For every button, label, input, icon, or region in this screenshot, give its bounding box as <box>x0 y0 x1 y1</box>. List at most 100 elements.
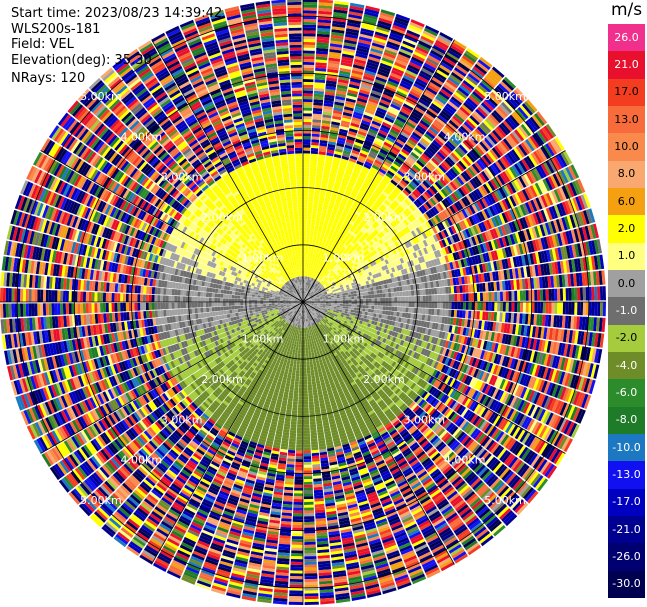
velocity-gate <box>317 28 331 32</box>
velocity-gate <box>303 99 313 103</box>
velocity-gate <box>303 293 305 297</box>
velocity-gate <box>380 96 392 104</box>
velocity-gate <box>568 287 572 301</box>
velocity-gate <box>313 234 317 238</box>
velocity-gate <box>459 310 463 318</box>
velocity-gate <box>420 302 424 308</box>
velocity-gate <box>348 306 352 310</box>
velocity-gate <box>554 288 558 301</box>
velocity-gate <box>548 302 552 314</box>
velocity-gate <box>303 13 317 17</box>
velocity-gate <box>394 306 398 312</box>
velocity-gate <box>309 173 316 177</box>
velocity-gate <box>361 25 375 31</box>
velocity-gate <box>326 228 331 233</box>
velocity-gate <box>318 226 323 231</box>
velocity-gate <box>342 306 346 309</box>
velocity-gate <box>341 56 354 62</box>
velocity-gate <box>445 286 449 294</box>
velocity-gate <box>361 288 366 293</box>
velocity-gate <box>308 277 311 281</box>
velocity-gate <box>317 206 323 210</box>
velocity-gate <box>328 220 334 225</box>
velocity-gate <box>377 70 389 78</box>
velocity-gate <box>451 294 455 302</box>
velocity-gate <box>379 306 383 310</box>
velocity-gate <box>379 14 394 22</box>
velocity-gate <box>303 44 316 48</box>
velocity-gate <box>494 291 498 301</box>
velocity-gate <box>352 287 357 291</box>
velocity-gate <box>373 309 377 314</box>
velocity-gate <box>344 144 353 150</box>
velocity-gate <box>308 245 312 249</box>
velocity-gate <box>534 302 538 313</box>
velocity-gate <box>378 17 393 25</box>
velocity-gate <box>338 131 348 137</box>
velocity-gate <box>379 99 391 106</box>
velocity-gate <box>311 248 314 252</box>
velocity-gate <box>320 137 329 141</box>
velocity-gate <box>456 310 460 318</box>
velocity-gate <box>344 310 348 314</box>
velocity-gate <box>304 264 307 268</box>
velocity-gate <box>318 203 324 207</box>
velocity-gate <box>348 14 363 20</box>
velocity-gate <box>371 120 382 127</box>
velocity-gate <box>350 75 362 81</box>
velocity-gate <box>303 1 318 5</box>
velocity-gate <box>465 302 469 310</box>
velocity-gate <box>408 302 412 308</box>
velocity-gate <box>336 305 340 308</box>
velocity-gate <box>419 308 423 314</box>
velocity-gate <box>340 299 343 302</box>
velocity-gate <box>365 64 378 71</box>
velocity-gate <box>565 288 569 301</box>
velocity-gate <box>303 161 310 165</box>
velocity-gate <box>347 163 355 169</box>
velocity-gate <box>320 260 324 264</box>
velocity-gate <box>303 213 308 217</box>
velocity-gate <box>366 103 377 110</box>
velocity-gate <box>324 243 329 247</box>
velocity-gate <box>319 256 323 261</box>
velocity-gate <box>340 123 350 128</box>
velocity-gate <box>358 128 368 134</box>
velocity-gate <box>311 278 314 282</box>
velocity-gate <box>545 289 549 301</box>
velocity-gate <box>368 308 372 313</box>
velocity-gate <box>345 139 355 145</box>
velocity-gate <box>304 293 306 297</box>
velocity-gate <box>303 227 307 231</box>
velocity-gate <box>410 19 425 28</box>
velocity-gate <box>385 85 397 93</box>
velocity-gate <box>303 47 315 51</box>
velocity-gate <box>322 175 330 179</box>
velocity-gate <box>305 294 307 297</box>
velocity-gate <box>310 228 315 232</box>
velocity-gate <box>355 138 364 145</box>
velocity-gate <box>307 213 312 217</box>
velocity-gate <box>540 302 544 314</box>
velocity-gate <box>374 302 378 306</box>
velocity-gate <box>303 76 314 80</box>
velocity-gate <box>332 23 346 28</box>
velocity-gate <box>316 47 329 52</box>
velocity-gate <box>305 276 307 280</box>
velocity-gate <box>305 291 307 294</box>
velocity-gate <box>400 302 403 307</box>
velocity-gate <box>394 61 407 70</box>
velocity-gate <box>437 302 441 309</box>
velocity-gate <box>359 33 373 40</box>
velocity-gate <box>390 287 394 293</box>
velocity-gate <box>311 266 315 270</box>
velocity-gate <box>335 198 342 204</box>
velocity-gate <box>312 125 321 129</box>
velocity-gate <box>502 291 506 301</box>
velocity-gate <box>369 50 383 57</box>
velocity-gate <box>442 294 446 302</box>
velocity-gate <box>368 98 379 105</box>
velocity-gate <box>329 51 341 57</box>
velocity-gate <box>303 101 313 105</box>
velocity-gate <box>356 136 365 142</box>
